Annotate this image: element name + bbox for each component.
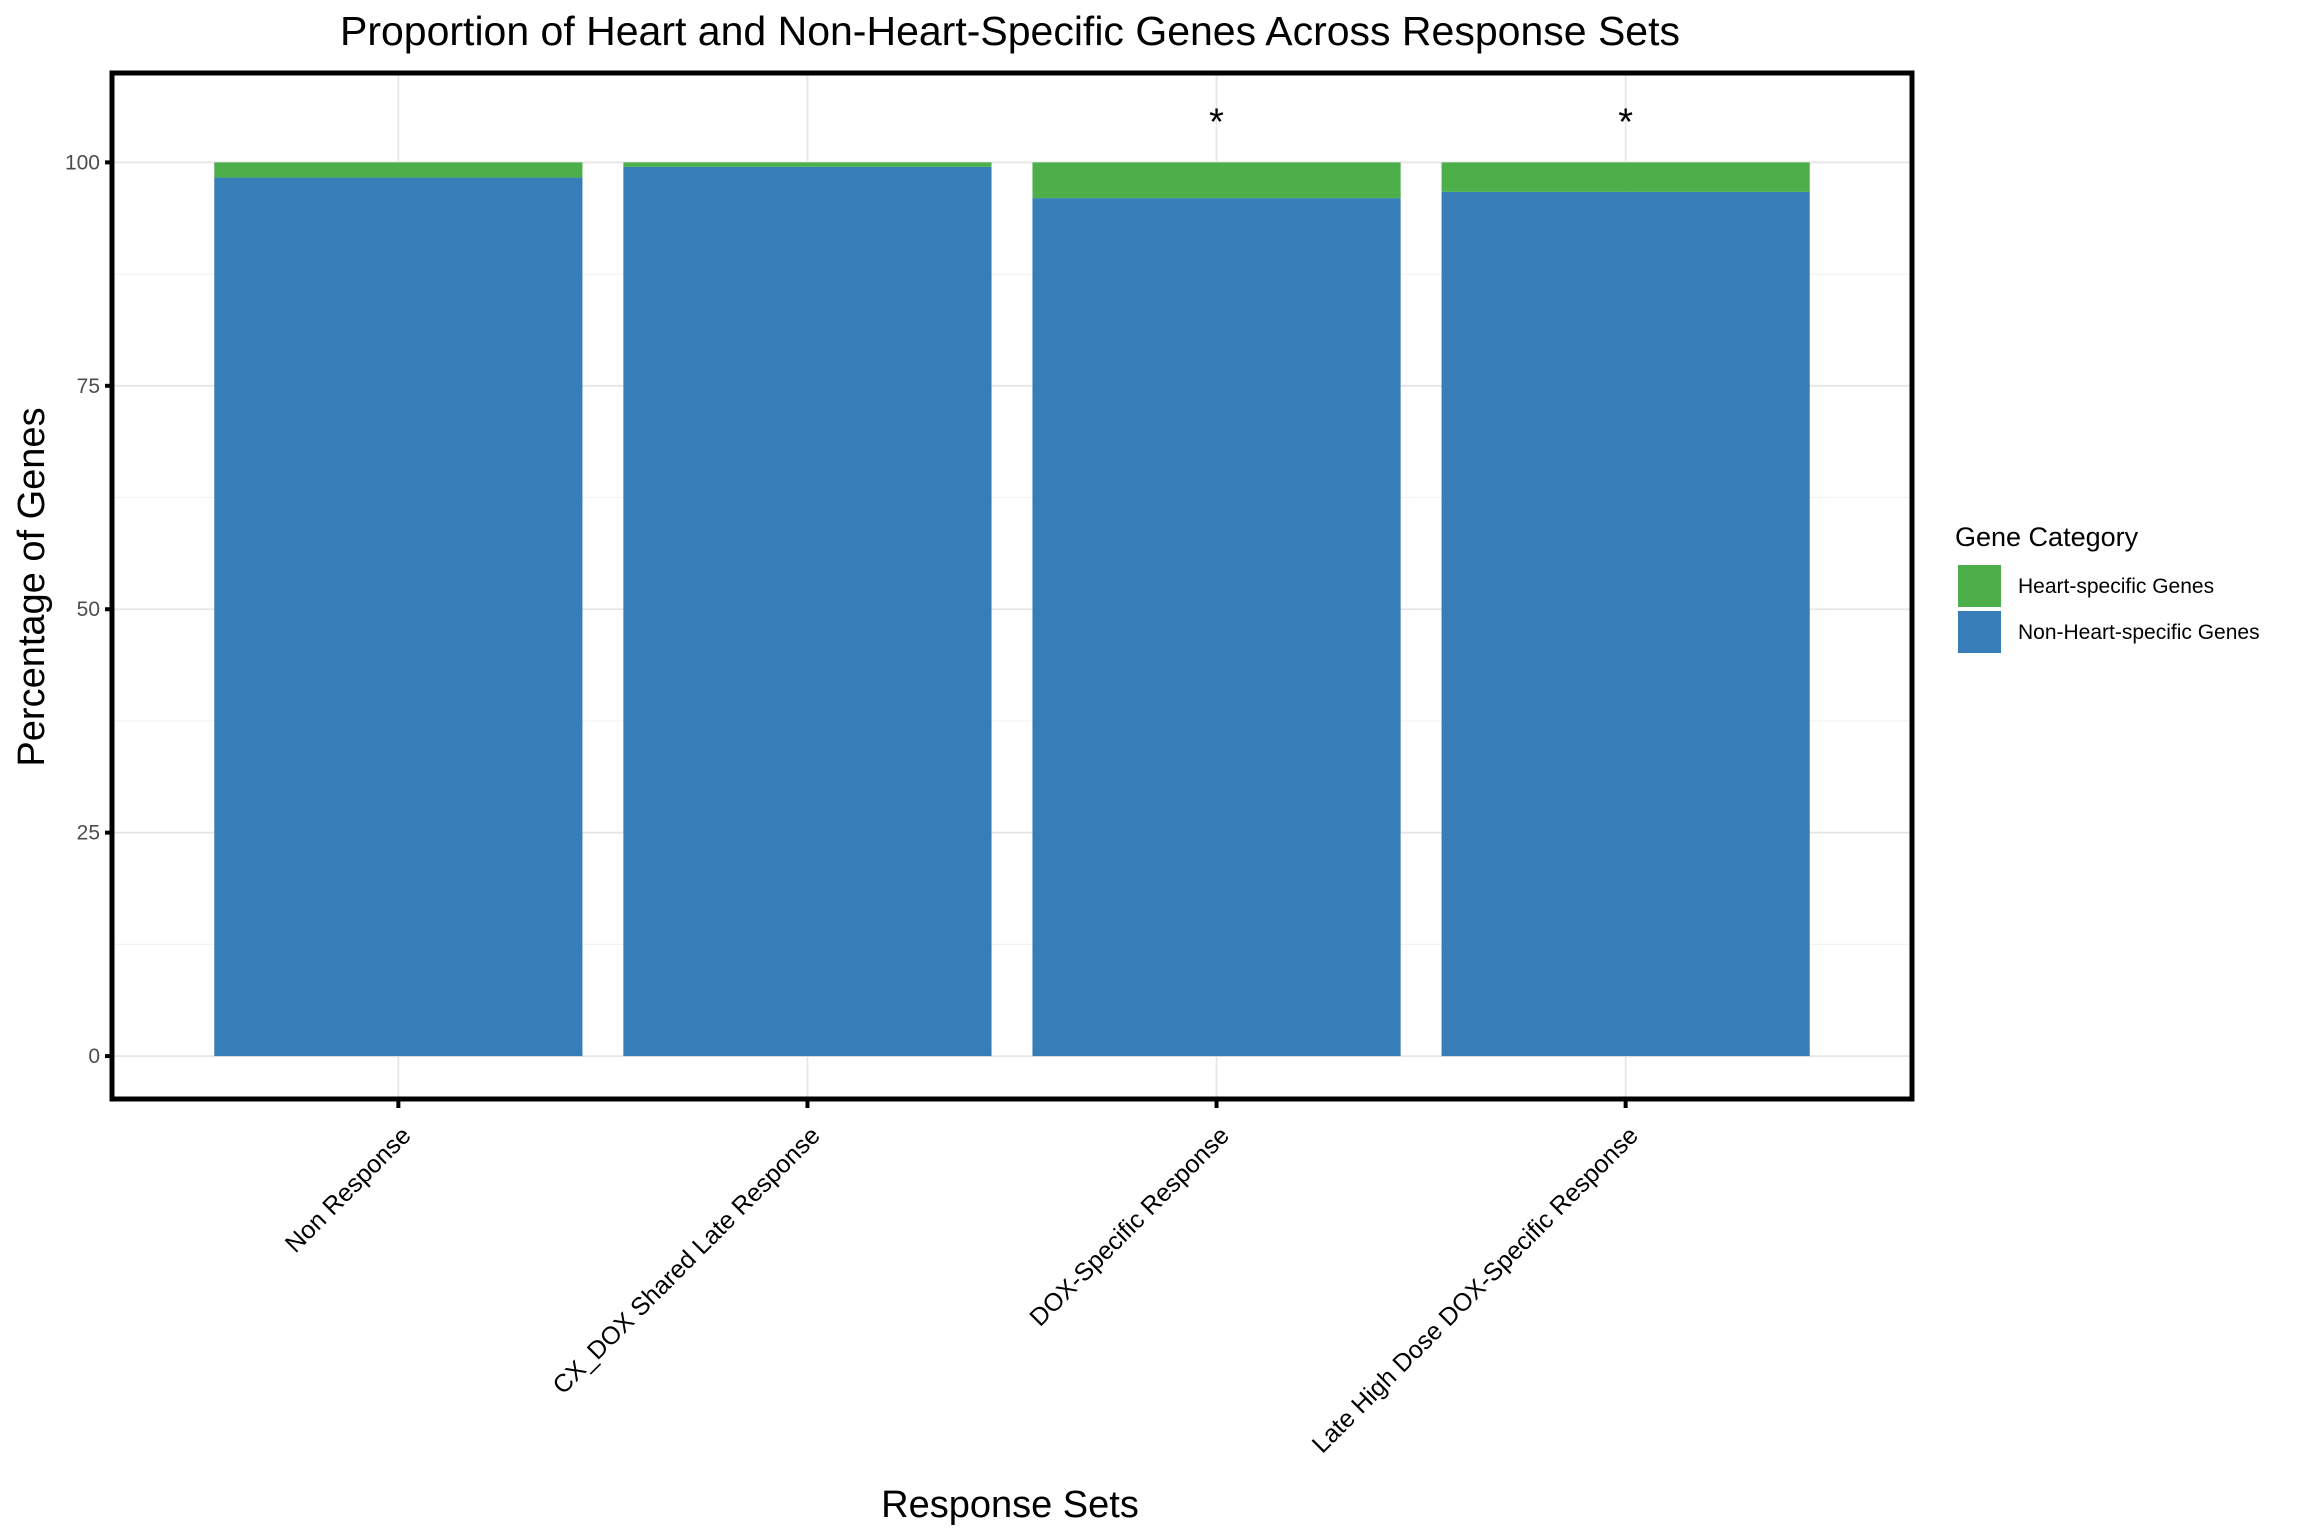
- legend-title: Gene Category: [1955, 522, 2139, 552]
- y-tick-label: 100: [65, 151, 100, 174]
- bar-heart-specific-genes: [1032, 162, 1401, 199]
- significance-marker: *: [1209, 101, 1224, 143]
- legend-label-heart-specific-genes: Heart-specific Genes: [2018, 575, 2214, 598]
- legend-label-non-heart-specific-genes: Non-Heart-specific Genes: [2018, 621, 2260, 644]
- bars: [214, 162, 1810, 1057]
- chart-title: Proportion of Heart and Non-Heart-Specif…: [340, 8, 1680, 54]
- y-tick-label: 0: [88, 1045, 100, 1068]
- bar-non-heart-specific-genes: [214, 177, 583, 1057]
- x-tick-label: Late High Dose DOX-Specific Response: [1307, 1121, 1644, 1458]
- bar-non-heart-specific-genes: [1441, 191, 1810, 1057]
- legend-key-non-heart-specific-genes: [1958, 611, 2001, 653]
- y-tick-label: 50: [77, 598, 100, 621]
- y-tick-label: 75: [77, 375, 100, 398]
- x-tick-label: CX_DOX Shared Late Response: [547, 1121, 825, 1399]
- y-tick-label: 25: [77, 822, 100, 845]
- significance-marker: *: [1618, 101, 1633, 143]
- x-axis: Non Response CX_DOX Shared Late Response D…: [280, 1099, 1644, 1459]
- legend-items: Heart-specific Genes Non-Heart-specific G…: [1958, 565, 2260, 653]
- legend: Gene Category Heart-specific Genes Non-He…: [1955, 522, 2260, 653]
- bar-non-heart-specific-genes: [1032, 198, 1401, 1057]
- plot-panel-border: [109, 70, 1915, 1102]
- x-axis-title: Response Sets: [881, 1484, 1139, 1526]
- significance-annotations: * *: [1209, 101, 1633, 143]
- y-axis-title: Percentage of Genes: [11, 407, 53, 766]
- x-tick-label: Non Response: [280, 1121, 417, 1258]
- legend-key-heart-specific-genes: [1958, 565, 2001, 607]
- y-axis: 0 25 50 75 100: [65, 151, 112, 1068]
- bar-non-heart-specific-genes: [623, 166, 992, 1057]
- bar-heart-specific-genes: [623, 162, 992, 167]
- bar-heart-specific-genes: [1441, 162, 1810, 192]
- bar-heart-specific-genes: [214, 162, 583, 178]
- x-tick-label: DOX-Specific Response: [1024, 1121, 1234, 1331]
